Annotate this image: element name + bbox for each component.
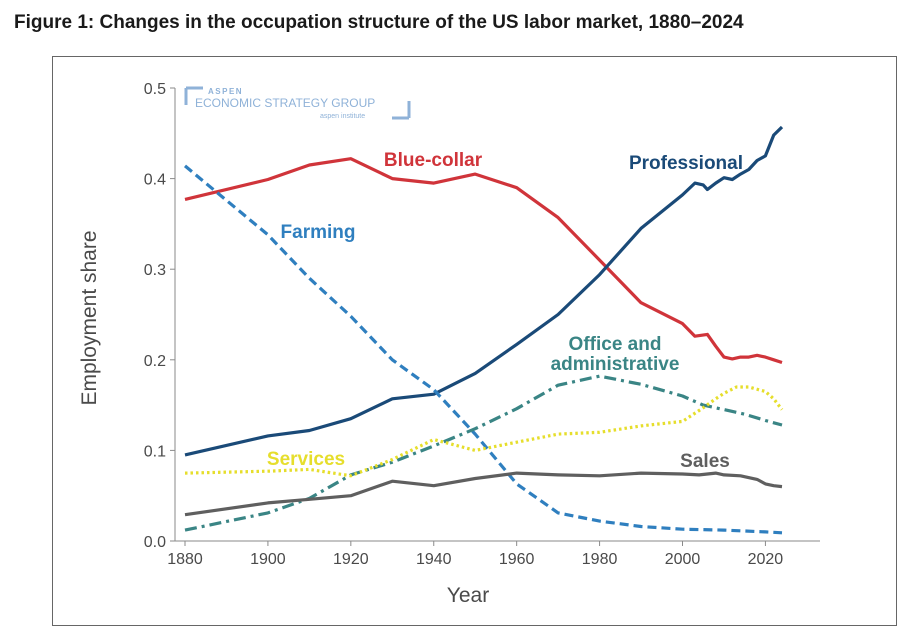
series-label-services: Services — [267, 449, 345, 470]
x-tick-label: 1940 — [416, 551, 452, 568]
axes: 0.0 0.1 0.2 0.3 0.4 0.5 1880 1900 1920 1940 1960 19… — [78, 81, 820, 607]
watermark-line3: aspen institute — [320, 113, 365, 120]
aspen-watermark: ASPEN ECONOMIC STRATEGY GROUP aspen inst… — [184, 86, 411, 120]
y-tick-label: 0.2 — [144, 353, 166, 370]
series-label-farming: Farming — [281, 222, 356, 243]
x-tick-label: 1960 — [499, 551, 535, 568]
series-line-services — [184, 385, 784, 478]
series-label-professional: Professional — [629, 153, 743, 174]
x-tick-label: 1900 — [250, 551, 286, 568]
series-label-sales: Sales — [680, 451, 730, 472]
x-axis-title: Year — [447, 584, 489, 607]
x-tick-label: 1880 — [167, 551, 203, 568]
series-line-sales — [184, 471, 783, 517]
figure-title: Figure 1: Changes in the occupation stru… — [14, 12, 744, 33]
y-tick-label: 0.3 — [144, 262, 166, 279]
series-line-blue-collar — [184, 157, 783, 365]
series-line-professional — [184, 125, 784, 457]
watermark-line2: ECONOMIC STRATEGY GROUP — [195, 96, 375, 110]
watermark-bracket-right — [392, 101, 411, 120]
x-tick-label: 1980 — [582, 551, 618, 568]
series-line-farming — [183, 164, 783, 535]
series-label-blue-collar: Blue-collar — [384, 150, 483, 171]
chart-frame — [52, 56, 897, 626]
watermark-line1: ASPEN — [208, 87, 243, 96]
series-labels: Blue-collar Professional Farming Office and… — [267, 150, 743, 472]
x-tick-label: 2020 — [748, 551, 784, 568]
series-group — [183, 125, 784, 535]
y-tick-label: 0.4 — [144, 172, 166, 189]
watermark-bracket-left — [184, 86, 203, 105]
x-tick-label: 1920 — [333, 551, 369, 568]
y-tick-label: 0.5 — [144, 81, 166, 98]
y-axis-title: Employment share — [78, 230, 101, 405]
x-tick-label: 2000 — [665, 551, 701, 568]
y-tick-label: 0.0 — [144, 534, 166, 551]
series-label-office-and-administrative: Office and administrative — [551, 334, 680, 375]
series-line-office-and-administrative — [184, 374, 783, 532]
y-tick-label: 0.1 — [144, 443, 166, 460]
